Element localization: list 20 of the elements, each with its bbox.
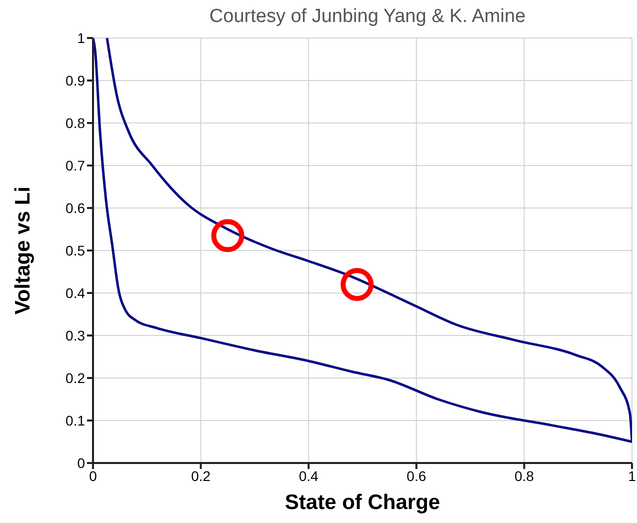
x-tick-label: 0.4 (298, 468, 319, 484)
x-axis-title: State of Charge (284, 491, 440, 514)
x-tick-label: 0.2 (191, 468, 211, 484)
y-axis-title: Voltage vs Li (11, 186, 34, 314)
y-tick-label: 0.6 (66, 200, 86, 216)
y-tick-label: 0.3 (66, 327, 86, 344)
y-tick-label: 1 (77, 30, 86, 46)
y-tick-label: 0.9 (66, 72, 86, 88)
y-tick-label: 0.7 (66, 157, 86, 174)
y-tick-label: 0 (77, 454, 86, 471)
y-tick-label: 0.1 (66, 412, 86, 428)
x-tick-label: 1 (628, 468, 636, 484)
y-tick-label: 0.8 (66, 114, 86, 131)
chart-title: Courtesy of Junbing Yang & K. Amine (208, 6, 527, 28)
x-tick-label: 0.6 (406, 468, 426, 484)
y-tick-label: 0.5 (66, 242, 86, 258)
y-tick-label: 0.2 (66, 370, 86, 386)
x-tick-label: 0 (89, 468, 98, 484)
x-tick-label: 0.8 (514, 468, 534, 484)
y-tick-label: 0.4 (66, 284, 86, 301)
